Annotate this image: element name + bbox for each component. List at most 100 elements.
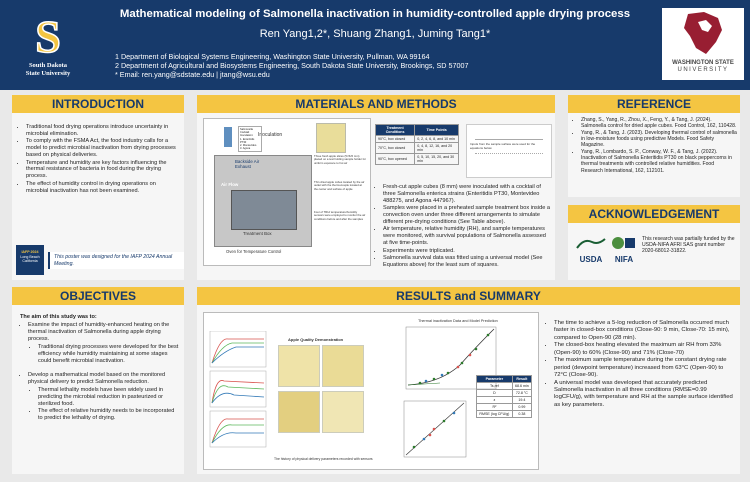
treatment-box-image [231,190,297,230]
table-cell: RMSE (log CFU/g) [476,410,513,418]
sdsu-logo: S South Dakota State University [12,6,84,84]
air-flow-label: Air Flow [221,182,239,187]
acknowledgement-title: ACKNOWLEDGEMENT [568,205,740,223]
contact-email: * Email: ren.yang@sdstate.edu | jtang@ws… [115,70,270,79]
objective-item: Develop a mathematical model based on th… [28,372,180,422]
poster-title: Mathematical modeling of Salmonella inac… [119,8,631,20]
parameter-table: Parameter Result Ts,ref 68.6 min D 72.8 °C… [476,375,533,418]
oven-image: Backside Air Exhaust Air Flow Treatment … [214,155,312,247]
reference-item: Yang, R., & Tang, J. (2023). Developing … [581,130,737,149]
objective-subitem: Thermal lethality models have been widel… [38,387,180,408]
results-bullet: The closed-box heating elevated the maxi… [554,342,736,357]
nifa-logo: NIFA [610,236,638,264]
objective-text: Develop a mathematical model based on th… [28,372,166,386]
vials-icon [224,127,232,147]
apple-photo [322,391,364,433]
table-row: R² 0.99 [476,403,533,411]
intro-bullet: The effect of humidity control in drying… [26,181,178,195]
apple-photo [322,345,364,387]
history-caption: The history of physical delivery paramet… [274,457,373,461]
table-cell: 90°C, box closed [374,135,416,143]
table-cell: 72.8 °C [511,389,533,397]
table-row: 90°C, box closed 0, 2, 4, 6, 8, and 10 m… [374,135,459,143]
sdsu-name-line1: South Dakota [28,62,68,69]
results-figure: The history of physical delivery paramet… [203,312,539,470]
header-banner: S South Dakota State University Mathemat… [0,0,750,90]
introduction-title: INTRODUCTION [12,95,184,113]
wsu-logo: WASHINGTON STATE UNIVERSITY [662,8,744,80]
conditions-table-wrap: Treatment Conditions Time Points 90°C, b… [374,124,459,165]
backside-air-line2: Exhaust [235,164,251,169]
methods-bullet: Fresh-cut apple cubes (8 mm) were inocul… [383,184,551,205]
table-cell: 0.99 [511,403,533,411]
parameter-table-wrap: Parameter Result Ts,ref 68.6 min D 72.8 °C… [476,375,533,418]
apple-photo [278,345,320,387]
apple-panel-title: Apple Quality Demonstration [288,337,344,342]
table-cell: 90°C, box opened [374,153,416,165]
table-row: D 72.8 °C [476,389,533,397]
acknowledgement-text: This research was partially funded by th… [642,236,735,255]
intro-bullet: Temperature and humidity are key factors… [26,160,178,181]
objectives-title: OBJECTIVES [12,287,184,305]
objective-text: Examine the impact of humidity-enhanced … [28,322,170,342]
affiliations: 1 Department of Biological Systems Engin… [115,52,655,79]
equation-note: Inputs from the sample surface were used… [470,142,536,150]
intro-bullet: To comply with the FSMA Act, the food in… [26,138,178,159]
diagram-note-2: Thin dried apple cubes located by the ai… [314,180,365,191]
apple-photo [278,391,320,433]
table-cell: 0, 4, 8, 12, 16, and 20 min [414,142,459,154]
cougar-head-icon [684,12,722,54]
methods-title: MATERIALS AND METHODS [197,95,555,113]
results-title: RESULTS and SUMMARY [197,287,740,305]
usda-wordmark: USDA [579,255,603,264]
wsu-name-line2: UNIVERSITY [677,67,729,73]
equation-image [475,129,543,140]
introduction-list: Traditional food drying operations intro… [18,124,178,195]
table-header: Time Points [414,124,459,136]
methods-bullet: Air temperature, relative humidity (RH),… [383,226,551,247]
affiliation-1: 1 Department of Biological Systems Engin… [115,52,430,61]
equation-image [475,153,543,172]
table-cell: Ts,ref [476,382,513,390]
inactivation-chart-title: Thermal inactivation Data and Model Pred… [418,319,498,323]
inoculation-line: Salmonella Cocktail [240,128,253,135]
table-cell: z [476,396,513,404]
objectives-lead: The aim of this study was to: [20,314,97,320]
methods-bullet: Experiments were triplicated. [383,248,551,255]
inoculation-line: Inoculation: [240,134,254,138]
results-list: The time to achieve a 5-log reduction of… [546,320,736,410]
reference-list: Zhang, S., Yang, R., Zhou, X., Feng, Y.,… [573,117,737,174]
conditions-table: Treatment Conditions Time Points 90°C, b… [374,124,459,165]
inoculation-box: Salmonella Cocktail Inoculation: 1. Ente… [238,126,262,152]
table-header: Treatment Conditions [374,124,416,136]
inoculation-line: 3. Agona [240,147,251,151]
apple-cubes-photo [316,123,346,153]
table-header: Parameter [476,375,513,383]
inoculation-line: 1. Enteritidis PT30 [240,137,255,144]
objective-subitem: Traditional drying processes were develo… [38,344,180,365]
poster-authors: Ren Yang1,2*, Shuang Zhang1, Juming Tang… [259,28,491,40]
table-row: 90°C, box opened 0, 5, 10, 15, 20, and 3… [374,153,459,165]
backside-air-line1: Backside Air [235,159,260,164]
table-header: Result [511,375,533,383]
table-row: Ts,ref 68.6 min [476,382,533,390]
inoculation-line: 2. Montevideo [240,144,257,148]
iafp-logo-line3: California [22,259,38,263]
table-cell: 70°C, box closed [374,142,416,154]
methods-list: Fresh-cut apple cubes (8 mm) were inocul… [375,184,551,269]
reference-item: Zhang, S., Yang, R., Zhou, X., Feng, Y.,… [581,117,737,129]
table-row: z 19.4 [476,396,533,404]
backside-air-label: Backside Air Exhaust [235,159,259,169]
iafp-logo-line2: Long Beach [20,254,40,259]
sensor-history-plots [209,331,267,448]
methods-diagram: Inoculation Salmonella Cocktail Inoculat… [203,118,371,266]
intro-bullet: Traditional food drying operations intro… [26,124,178,138]
affiliation-2: 2 Department of Agricultural and Biosyst… [115,61,469,70]
table-cell: 0, 5, 10, 15, 20, and 30 min [414,153,459,165]
objective-subitem: The effect of relative humidity needs to… [38,408,180,422]
inoculation-label: Inoculation [258,132,283,138]
diagram-note-3: Four of TRH/ temperature/humidity sensor… [314,210,366,221]
table-cell: 0, 2, 4, 6, 8, and 10 min [414,135,459,143]
results-bullet: The time to achieve a 5-log reduction of… [554,320,736,342]
